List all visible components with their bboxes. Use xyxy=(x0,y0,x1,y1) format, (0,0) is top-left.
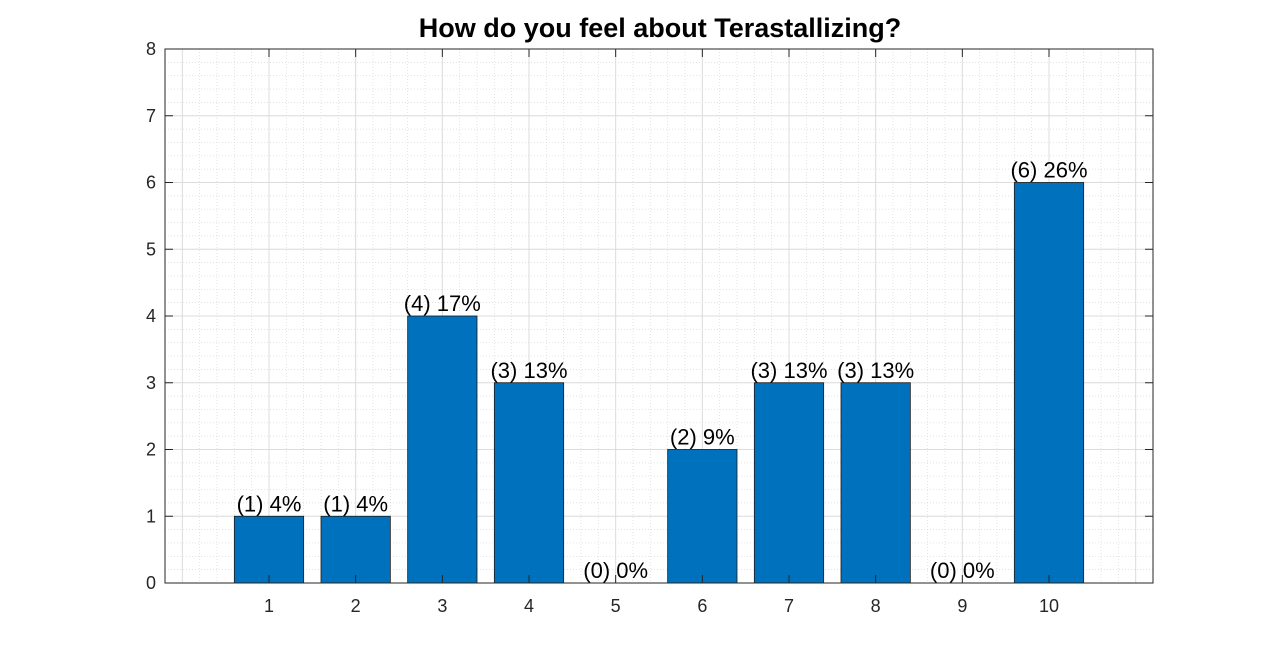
y-tick-label: 1 xyxy=(146,506,156,526)
bar xyxy=(840,382,911,584)
x-tick-label: 9 xyxy=(957,596,967,616)
bars xyxy=(233,182,1085,584)
bar-data-label: (1) 4% xyxy=(323,491,388,516)
bar-data-label: (3) 13% xyxy=(490,358,567,383)
y-tick-label: 5 xyxy=(146,239,156,259)
y-tick-label: 7 xyxy=(146,106,156,126)
y-tick-label: 3 xyxy=(146,373,156,393)
bar-data-label: (4) 17% xyxy=(404,291,481,316)
major-grid xyxy=(165,48,1153,584)
bar xyxy=(667,449,738,584)
x-tick-label: 8 xyxy=(871,596,881,616)
bar xyxy=(753,382,825,584)
x-tick-label: 7 xyxy=(784,596,794,616)
x-tick-label: 2 xyxy=(351,596,361,616)
bar xyxy=(407,315,478,584)
x-tick-label: 6 xyxy=(697,596,707,616)
bar-data-label: (3) 13% xyxy=(837,358,914,383)
bar xyxy=(493,382,565,584)
x-tick-label: 3 xyxy=(437,596,447,616)
bar-data-label: (6) 26% xyxy=(1010,158,1087,183)
y-tick-label: 2 xyxy=(146,440,156,460)
bar-data-label: (1) 4% xyxy=(237,491,302,516)
y-tick-label: 6 xyxy=(146,173,156,193)
x-tick-label: 5 xyxy=(611,596,621,616)
bar xyxy=(233,515,305,584)
x-tick-label: 10 xyxy=(1039,596,1059,616)
y-tick-label: 8 xyxy=(146,39,156,59)
bar-data-label: (3) 13% xyxy=(750,358,827,383)
bar xyxy=(1013,182,1085,584)
y-axis: 0 1 2 3 4 5 6 7 8 xyxy=(146,39,1153,593)
bar xyxy=(320,515,391,584)
bar-data-label: (2) 9% xyxy=(670,425,735,450)
x-tick-label: 4 xyxy=(524,596,534,616)
y-tick-label: 4 xyxy=(146,306,156,326)
x-axis: 1 2 3 4 5 6 7 8 9 10 xyxy=(264,49,1059,616)
y-tick-label: 0 xyxy=(146,573,156,593)
chart-title: How do you feel about Terastallizing? xyxy=(419,13,902,43)
x-tick-label: 1 xyxy=(264,596,274,616)
